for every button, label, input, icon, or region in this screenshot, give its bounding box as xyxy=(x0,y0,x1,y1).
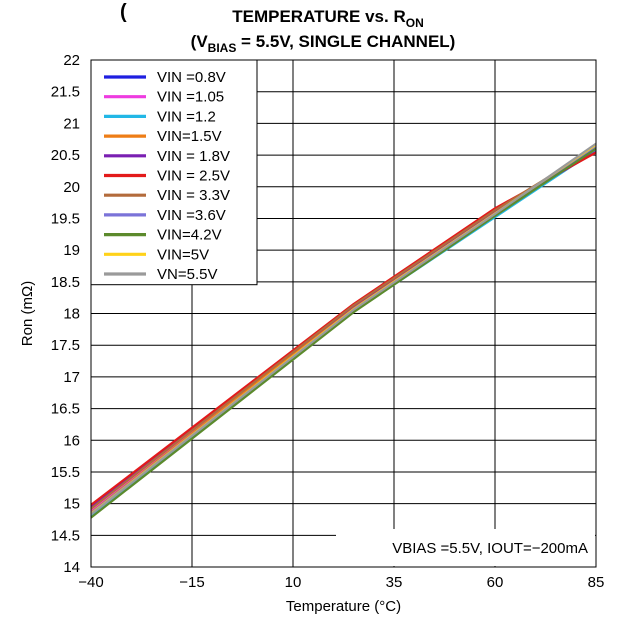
y-tick-label: 21 xyxy=(63,115,80,132)
x-tick-label: 60 xyxy=(487,574,504,591)
y-tick-label: 19 xyxy=(63,242,80,259)
y-tick-label: 19.5 xyxy=(51,210,80,227)
y-tick-label: 20.5 xyxy=(51,147,80,164)
series-line xyxy=(90,147,597,519)
legend-label: VIN=5V xyxy=(157,246,209,263)
legend-label: VIN =1.05 xyxy=(157,89,224,106)
y-tick-label: 16 xyxy=(63,432,80,449)
y-tick-label: 20 xyxy=(63,179,80,196)
title-line-2-sub: BIAS xyxy=(208,41,237,55)
series-line xyxy=(90,142,597,516)
x-axis-label: Temperature (°C) xyxy=(286,598,401,615)
annotation-text: VBIAS =5.5V, IOUT=−200mA xyxy=(392,540,588,557)
y-tick-label: 18 xyxy=(63,306,80,323)
y-tick-label: 22 xyxy=(63,52,80,69)
title-line-2-rest: = 5.5V, SINGLE CHANNEL) xyxy=(236,32,455,51)
y-tick-label: 14.5 xyxy=(51,527,80,544)
y-tick-label: 21.5 xyxy=(51,84,80,101)
title-line-1-main: TEMPERATURE vs. R xyxy=(232,7,406,26)
y-tick-label: 16.5 xyxy=(51,401,80,418)
legend-label: VIN =3.6V xyxy=(157,207,226,224)
series-layer xyxy=(90,142,597,519)
title-line-1-sub: ON xyxy=(406,16,424,30)
legend-label: VIN =1.2 xyxy=(157,108,216,125)
y-axis-label: Ron (mΩ) xyxy=(19,281,36,346)
x-tick-label: −15 xyxy=(179,574,204,591)
legend-label: VIN=1.5V xyxy=(157,128,222,145)
x-tick-label: 35 xyxy=(386,574,403,591)
x-tick-label: 10 xyxy=(285,574,302,591)
y-tick-labels: 14 14.5 15 15.5 16 16.5 17 17.5 18 18.5 19 19.5 20 20… xyxy=(51,52,80,576)
legend-label: VN=5.5V xyxy=(157,266,217,283)
x-tick-labels: −40 −15 10 35 60 85 xyxy=(78,574,604,591)
legend-label: VIN = 3.3V xyxy=(157,187,230,204)
title-line-2: (VBIAS = 5.5V, SINGLE CHANNEL) xyxy=(191,32,456,55)
x-tick-label: 85 xyxy=(588,574,605,591)
legend-label: VIN = 1.8V xyxy=(157,148,230,165)
annotation-background xyxy=(336,529,595,566)
x-tick-label: −40 xyxy=(78,574,103,591)
legend-label: VIN=4.2V xyxy=(157,227,222,244)
title-line-1: TEMPERATURE vs. RON xyxy=(232,7,424,30)
y-tick-label: 17.5 xyxy=(51,337,80,354)
y-tick-label: 14 xyxy=(63,559,80,576)
annotation-box: VBIAS =5.5V, IOUT=−200mA xyxy=(336,529,595,566)
legend-label: VIN =0.8V xyxy=(157,69,226,86)
legend-label: VIN = 2.5V xyxy=(157,168,230,185)
legend: VIN =0.8V VIN =1.05 VIN =1.2 VIN=1.5V VIN = … xyxy=(90,59,258,286)
y-tick-label: 15 xyxy=(63,496,80,513)
y-tick-label: 15.5 xyxy=(51,464,80,481)
plot-frame xyxy=(90,59,597,568)
y-tick-label: 18.5 xyxy=(51,274,80,291)
title-partial: ( xyxy=(120,1,127,23)
title-line-2-open: (V xyxy=(191,32,209,51)
y-tick-label: 17 xyxy=(63,369,80,386)
chart-title: ( TEMPERATURE vs. RON (VBIAS = 5.5V, SIN… xyxy=(120,1,455,55)
